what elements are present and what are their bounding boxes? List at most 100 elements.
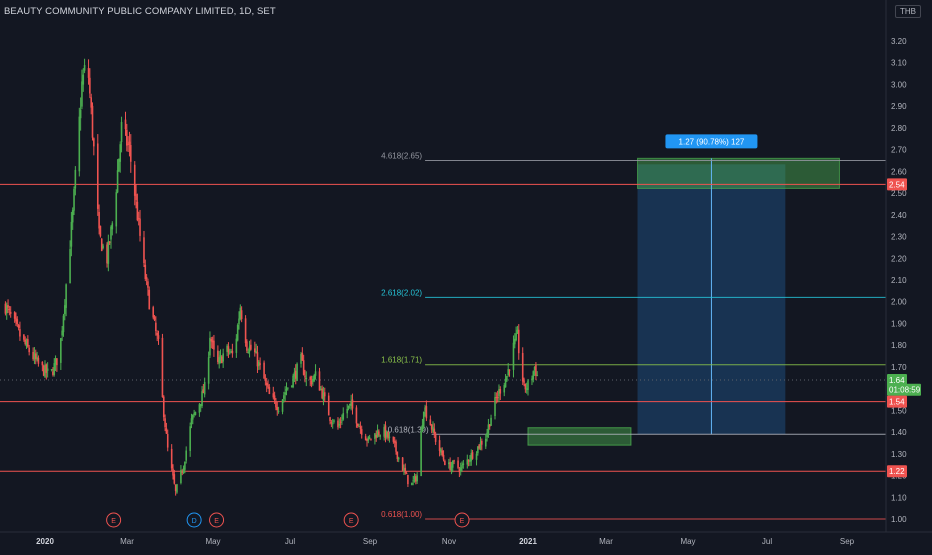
candle-body [272, 393, 275, 398]
candle-body [441, 450, 444, 456]
candle-body [387, 432, 389, 439]
candle-body [50, 369, 53, 371]
candle-body [93, 138, 95, 147]
event-marker-label: E [349, 518, 354, 525]
price-label-box [887, 395, 907, 408]
candle-body [199, 403, 202, 407]
candle-body [82, 74, 85, 85]
candle-body [236, 325, 239, 341]
candle-body [329, 417, 331, 422]
candle-body [4, 303, 7, 314]
candle-body [283, 395, 285, 399]
candle-body [516, 329, 519, 334]
candle-body [254, 348, 256, 353]
candle-body [217, 350, 219, 362]
candle-body [405, 473, 408, 475]
event-marker [209, 512, 225, 528]
candle-body [392, 436, 395, 442]
candle-body [504, 378, 507, 388]
y-tick-label: 3.10 [891, 59, 907, 68]
candle-body [147, 281, 149, 288]
candle-body [532, 371, 535, 380]
symbol-title: BEAUTY COMMUNITY PUBLIC COMPANY LIMITED,… [4, 6, 276, 17]
x-tick-label: Sep [840, 537, 855, 546]
candle-body [512, 342, 515, 370]
candle-body [240, 310, 243, 320]
candle-body [277, 410, 280, 412]
candle-body [346, 408, 349, 414]
candle-body [250, 344, 252, 350]
candle-body [102, 245, 104, 249]
x-tick-label: Sep [363, 537, 378, 546]
candle-body [221, 356, 223, 364]
candle-body [503, 385, 506, 393]
x-tick-label: Mar [599, 537, 613, 546]
candle-body [174, 484, 177, 492]
currency-badge[interactable]: THB [895, 5, 921, 18]
candle-body [201, 391, 203, 406]
y-tick-label: 2.20 [891, 254, 907, 263]
candle-body [397, 457, 400, 460]
candle-body [202, 389, 205, 394]
candle-body [284, 392, 286, 395]
candle-body [16, 319, 19, 325]
candle-body [15, 317, 17, 322]
candle-body [156, 332, 158, 336]
candle-body [119, 144, 122, 162]
x-tick-label: 2020 [36, 537, 54, 546]
candle-body [98, 212, 100, 229]
candle-body [285, 389, 288, 391]
candle-body [62, 315, 65, 333]
event-marker [186, 512, 202, 528]
candle-body [190, 418, 193, 425]
candle-body [349, 403, 351, 406]
candle-body [273, 395, 276, 400]
candle-body [128, 141, 131, 145]
y-tick-label: 1.30 [891, 450, 907, 459]
candle-body [209, 337, 211, 356]
candle-body [411, 482, 413, 486]
entry-zone [527, 427, 632, 446]
candle-body [331, 423, 334, 425]
candle-body [384, 425, 387, 438]
candle-body [415, 476, 417, 482]
candle-body [259, 363, 261, 365]
candle-body [230, 351, 232, 353]
candle-body [355, 407, 358, 424]
candle-body [143, 237, 145, 263]
candle-body [198, 404, 201, 413]
candle-body [450, 466, 453, 471]
event-marker-label: E [214, 518, 219, 525]
candle-body [376, 430, 379, 438]
candle-body [78, 116, 81, 172]
y-tick-label: 1.10 [891, 493, 907, 502]
y-tick-label: 2.10 [891, 276, 907, 285]
candle-body [136, 201, 139, 221]
candle-body [45, 364, 48, 373]
candle-body [309, 376, 312, 380]
candle-body [268, 387, 271, 394]
candle-body [479, 442, 482, 450]
price-label: 2.54 [889, 180, 905, 189]
candle-body [525, 388, 528, 390]
event-marker-label: E [460, 518, 465, 525]
candle-body [305, 377, 308, 380]
candle-body [490, 417, 492, 426]
candle-body [28, 347, 30, 353]
candle-body [434, 433, 437, 442]
candle-body [13, 312, 16, 319]
candle-body [139, 218, 141, 236]
candle-body [300, 353, 302, 364]
candle-body [256, 352, 259, 367]
y-tick-label: 2.00 [891, 298, 907, 307]
event-marker [106, 512, 122, 528]
candle-body [170, 448, 173, 469]
fib-level-label: 1.618(1.71) [381, 356, 422, 365]
candle-body [470, 453, 473, 462]
candle-body [42, 365, 45, 376]
candle-body [115, 192, 118, 227]
candle-body [41, 361, 44, 366]
y-tick-label: 3.20 [891, 37, 907, 46]
